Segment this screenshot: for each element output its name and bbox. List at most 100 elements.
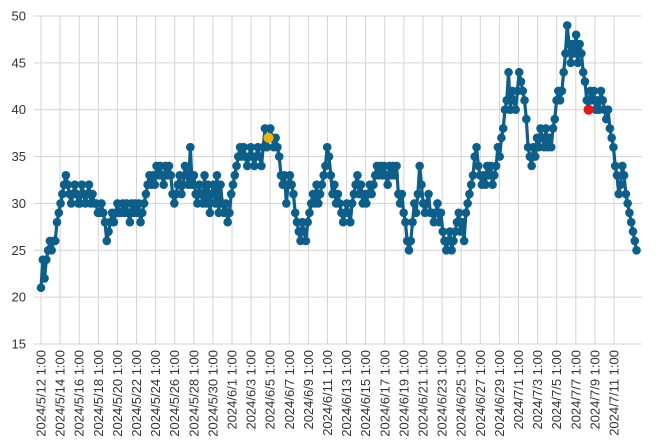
data-point — [538, 133, 547, 143]
data-point — [545, 133, 554, 143]
data-point — [70, 180, 80, 189]
data-point — [541, 124, 551, 133]
data-point — [88, 189, 97, 199]
data-point — [232, 161, 241, 171]
data-point — [189, 171, 199, 180]
data-point — [138, 208, 147, 218]
y-tick-label: 25 — [12, 243, 26, 258]
data-point — [290, 208, 300, 218]
data-point — [616, 180, 625, 189]
data-point — [210, 199, 220, 208]
data-point — [274, 152, 284, 161]
x-tick-label: 2024/6/7 1:00 — [282, 350, 297, 430]
data-point — [466, 180, 476, 189]
x-tick-label: 2024/5/24 1:00 — [148, 350, 163, 437]
data-point — [314, 199, 323, 208]
x-tick-label: 2024/5/30 1:00 — [205, 350, 220, 437]
data-point — [209, 180, 218, 189]
x-tick-label: 2024/5/16 1:00 — [72, 350, 87, 437]
data-point — [395, 199, 405, 208]
data-point — [346, 217, 355, 227]
data-point — [522, 114, 531, 124]
data-point — [202, 199, 211, 208]
data-point — [504, 67, 513, 77]
data-point — [548, 124, 558, 133]
data-point — [490, 171, 499, 180]
x-tick-label: 2024/5/14 1:00 — [53, 350, 68, 437]
data-point — [326, 171, 336, 180]
data-point — [619, 171, 629, 180]
data-point — [459, 236, 469, 246]
data-point — [605, 124, 615, 133]
data-point — [194, 180, 204, 189]
y-tick-label: 15 — [12, 337, 26, 352]
data-point — [495, 152, 504, 161]
data-point — [321, 161, 330, 171]
data-point — [50, 236, 60, 246]
data-point — [98, 208, 108, 218]
data-point — [390, 171, 400, 180]
y-tick-label: 35 — [12, 149, 26, 164]
data-point — [488, 180, 497, 189]
x-tick-label: 2024/5/28 1:00 — [186, 350, 201, 437]
data-point — [315, 189, 325, 199]
x-tick-label: 2024/5/22 1:00 — [129, 350, 144, 437]
data-point — [609, 142, 618, 152]
data-point — [166, 171, 176, 180]
data-point — [56, 199, 65, 208]
data-point — [449, 236, 458, 246]
data-point — [262, 142, 272, 152]
x-tick-label: 2024/6/29 1:00 — [492, 350, 507, 437]
data-point — [255, 152, 264, 161]
x-tick-label: 2024/6/11 1:00 — [320, 350, 335, 436]
x-tick-label: 2024/7/3 1:00 — [530, 350, 545, 430]
data-point — [187, 180, 197, 189]
data-point — [317, 180, 327, 189]
data-point — [491, 161, 501, 171]
data-point — [502, 96, 512, 105]
series-layer — [36, 21, 641, 293]
data-point — [447, 245, 456, 255]
data-point — [456, 227, 465, 236]
data-point — [401, 217, 410, 227]
data-point — [66, 199, 76, 208]
x-tick-label: 2024/6/27 1:00 — [473, 350, 488, 437]
data-point — [568, 39, 577, 49]
data-point — [289, 189, 298, 199]
data-point — [305, 208, 314, 218]
x-tick-label: 2024/7/5 1:00 — [549, 350, 564, 430]
x-tick-label: 2024/6/1 1:00 — [225, 350, 240, 430]
data-point — [566, 58, 576, 68]
data-point — [472, 142, 481, 152]
data-point — [392, 161, 401, 171]
y-tick-label: 30 — [12, 196, 26, 211]
data-point — [562, 21, 572, 30]
data-point — [196, 189, 206, 199]
data-point — [282, 199, 291, 208]
data-point — [509, 96, 519, 105]
data-point — [223, 217, 232, 227]
data-point — [625, 208, 634, 218]
data-point — [212, 171, 222, 180]
data-point — [104, 227, 113, 236]
y-tick-label: 50 — [12, 9, 26, 24]
data-point — [225, 208, 234, 218]
data-point — [308, 189, 318, 199]
data-point — [287, 180, 296, 189]
data-point — [239, 142, 248, 152]
data-point — [285, 171, 295, 180]
data-point — [338, 217, 348, 227]
data-point — [438, 227, 448, 236]
data-point — [520, 96, 529, 105]
data-point — [159, 180, 168, 189]
data-point — [603, 105, 613, 115]
data-point — [557, 86, 567, 96]
x-tick-label: 2024/6/9 1:00 — [301, 350, 316, 430]
data-point — [434, 217, 444, 227]
data-point — [422, 199, 432, 208]
x-tick-label: 2024/5/20 1:00 — [110, 350, 125, 437]
data-point — [205, 208, 215, 218]
data-point — [436, 208, 446, 218]
data-point — [404, 245, 414, 255]
data-point — [177, 189, 186, 199]
